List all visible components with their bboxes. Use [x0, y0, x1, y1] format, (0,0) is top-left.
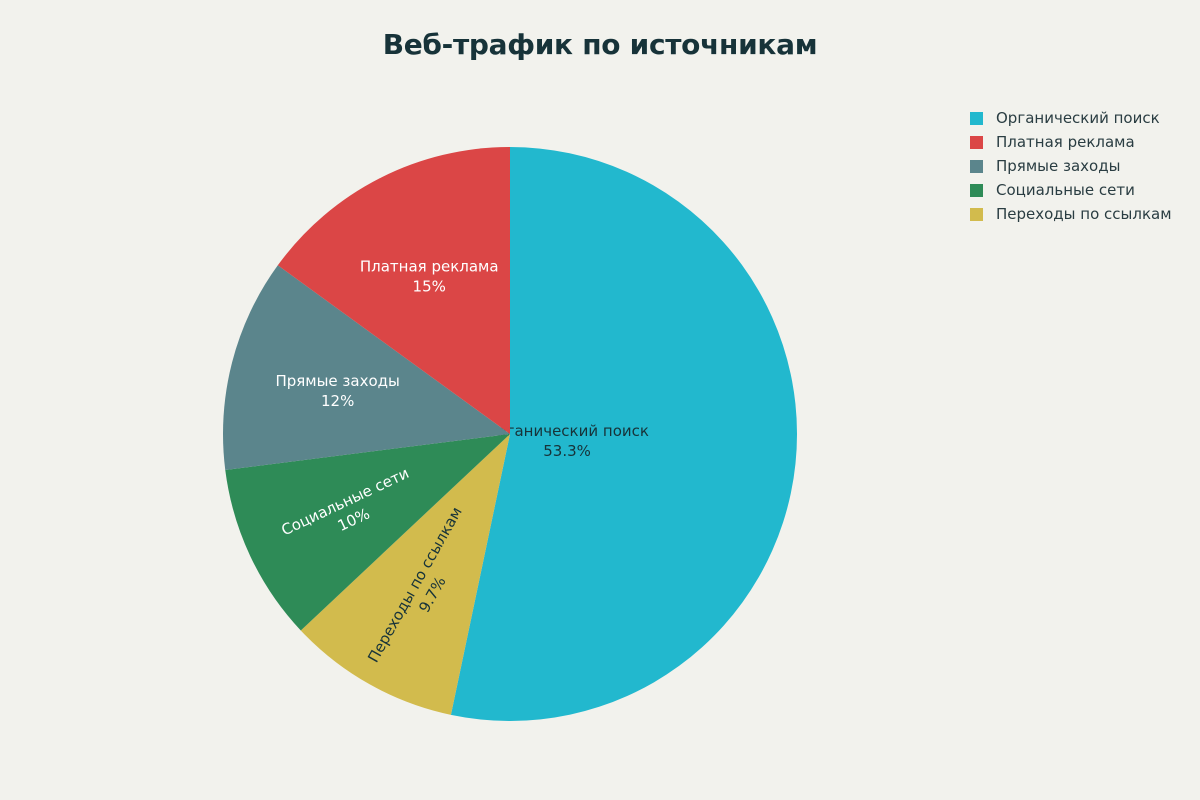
legend-label: Прямые заходы	[996, 157, 1121, 175]
slice-label: Органический поиск	[485, 422, 649, 440]
slice-label-group-3: Прямые заходы 12%	[275, 372, 399, 410]
slice-label: Платная реклама	[360, 257, 499, 275]
legend-swatch	[970, 159, 983, 173]
pie-slice-2	[225, 434, 510, 631]
legend: Органический поиск Платная реклама Прямые …	[970, 106, 1172, 226]
pie-slice-4	[277, 147, 510, 434]
legend-item[interactable]: Переходы по ссылкам	[970, 202, 1172, 226]
pie-slice-1	[300, 434, 510, 715]
legend-item[interactable]: Органический поиск	[970, 106, 1172, 130]
slice-label-group-4: Платная реклама 15%	[360, 257, 499, 295]
legend-label: Социальные сети	[996, 181, 1135, 199]
slice-value-label: 15%	[413, 277, 446, 295]
legend-label: Переходы по ссылкам	[996, 205, 1172, 223]
legend-swatch	[970, 111, 983, 125]
legend-label: Органический поиск	[996, 109, 1160, 127]
pie-slice-0	[450, 146, 798, 721]
legend-label: Платная реклама	[996, 133, 1135, 151]
pie-slice-3	[222, 265, 510, 470]
legend-item[interactable]: Платная реклама	[970, 130, 1172, 154]
slice-value-label: 53.3%	[543, 442, 591, 460]
legend-swatch	[970, 183, 983, 197]
legend-item[interactable]: Социальные сети	[970, 178, 1172, 202]
legend-item[interactable]: Прямые заходы	[970, 154, 1172, 178]
slice-label-group-0: Органический поиск 53.3%	[485, 422, 649, 460]
chart-title: Веб-трафик по источникам	[382, 28, 818, 61]
slice-value-label: 12%	[321, 392, 354, 410]
legend-swatch	[970, 207, 983, 221]
slice-label: Прямые заходы	[275, 372, 399, 390]
legend-swatch	[970, 135, 983, 149]
